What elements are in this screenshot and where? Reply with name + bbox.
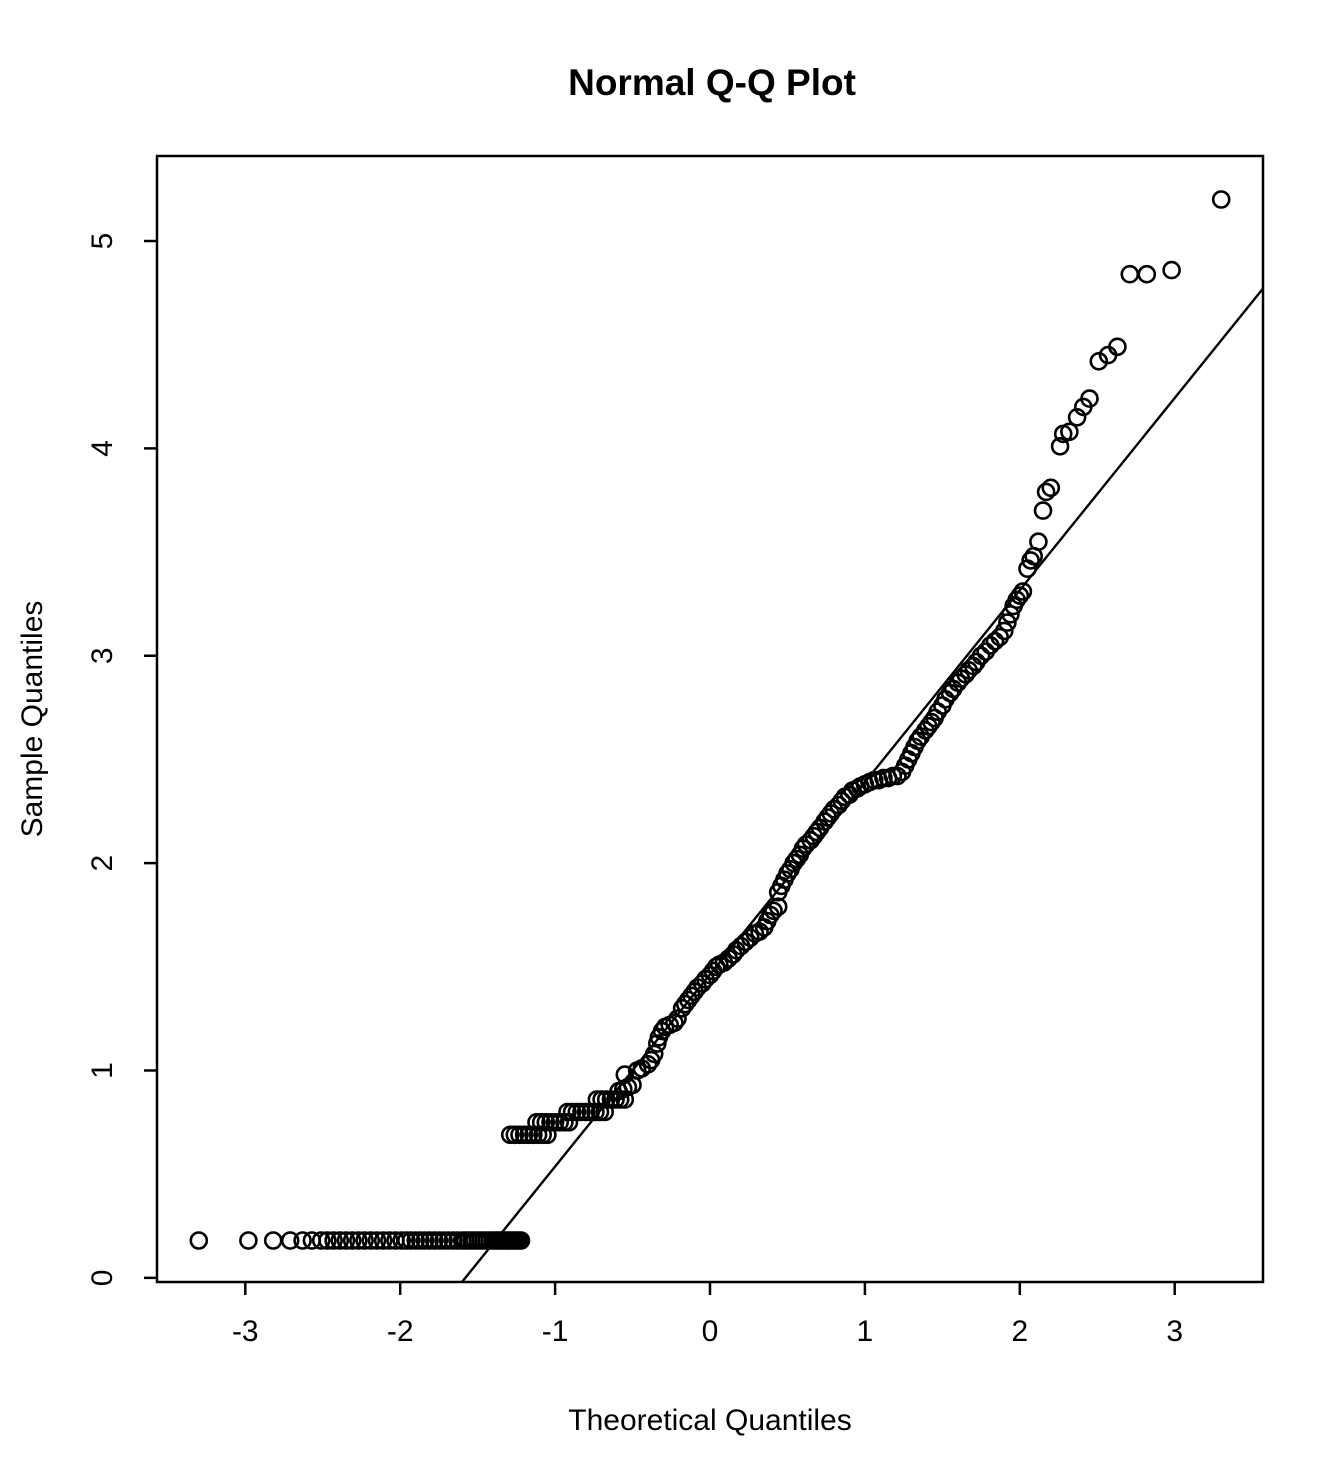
data-point	[922, 712, 941, 732]
y-axis-label: Sample Quantiles	[16, 601, 49, 838]
data-point	[318, 1231, 337, 1250]
data-point	[373, 1231, 393, 1250]
data-point	[263, 1231, 283, 1250]
data-point	[1036, 482, 1056, 502]
x-tick-label: 1	[857, 1315, 874, 1348]
data-point	[787, 849, 807, 869]
data-point	[355, 1231, 374, 1250]
x-axis-ticks: -3 -2 -1 0 1 2 3	[232, 1282, 1183, 1348]
data-point	[1050, 436, 1070, 456]
y-tick-label: 4	[86, 440, 119, 457]
data-points	[189, 190, 1231, 1250]
data-point	[1162, 260, 1181, 280]
data-point	[1060, 422, 1079, 442]
chart-title: Normal Q-Q Plot	[568, 62, 856, 103]
data-point	[644, 1044, 664, 1064]
x-tick-label: 0	[702, 1315, 719, 1348]
data-point	[768, 897, 788, 917]
plot-border	[155, 154, 1265, 1284]
data-point	[367, 1231, 387, 1250]
data-point	[985, 631, 1005, 651]
data-point	[668, 1009, 687, 1028]
data-point	[971, 646, 991, 666]
data-point	[336, 1231, 356, 1250]
data-point	[994, 621, 1014, 641]
x-tick-label: 2	[1011, 1315, 1028, 1348]
data-point	[1067, 407, 1087, 427]
data-point	[361, 1231, 381, 1250]
data-point	[1029, 532, 1048, 552]
data-point	[349, 1231, 368, 1250]
y-tick-label: 5	[86, 233, 119, 250]
y-axis-ticks: 0 1 2 3 4 5	[86, 233, 157, 1287]
data-point	[998, 613, 1017, 632]
data-point	[1041, 478, 1061, 498]
data-point	[1120, 264, 1140, 284]
data-point	[1033, 501, 1053, 520]
data-point	[330, 1231, 350, 1250]
data-point	[778, 864, 797, 883]
y-tick-label: 0	[86, 1270, 119, 1287]
data-point	[1137, 264, 1157, 284]
data-point	[1021, 551, 1040, 570]
x-axis-label: Theoretical Quantiles	[568, 1404, 851, 1437]
data-point	[764, 901, 783, 921]
data-point	[311, 1231, 331, 1250]
data-point	[1080, 389, 1099, 408]
data-point	[342, 1231, 362, 1250]
data-point	[638, 1055, 658, 1074]
data-point	[1108, 337, 1127, 357]
x-tick-label: 3	[1166, 1315, 1183, 1348]
y-tick-label: 1	[86, 1062, 119, 1079]
data-point	[1013, 582, 1033, 601]
data-point	[1211, 190, 1231, 209]
y-tick-label: 3	[86, 647, 119, 664]
x-tick-label: -1	[542, 1315, 569, 1348]
data-point	[280, 1231, 300, 1250]
data-point	[1089, 351, 1109, 371]
x-tick-label: -2	[387, 1315, 414, 1348]
data-point	[189, 1231, 209, 1250]
data-point	[740, 928, 760, 948]
data-point	[239, 1231, 258, 1250]
data-point	[615, 1065, 635, 1084]
data-point	[293, 1231, 312, 1250]
data-point	[1010, 586, 1030, 605]
x-tick-label: -3	[232, 1315, 259, 1348]
data-point	[324, 1231, 343, 1250]
data-point	[511, 1231, 531, 1250]
y-tick-label: 2	[86, 855, 119, 872]
data-point	[665, 1013, 684, 1033]
